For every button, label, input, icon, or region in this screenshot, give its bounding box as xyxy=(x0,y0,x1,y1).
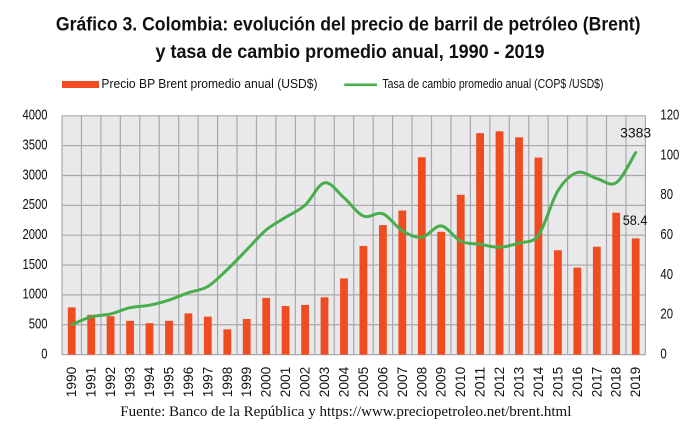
svg-text:2011: 2011 xyxy=(473,367,488,397)
svg-text:2001: 2001 xyxy=(278,367,293,397)
svg-text:58.4: 58.4 xyxy=(623,213,648,228)
svg-text:2016: 2016 xyxy=(570,367,585,397)
svg-text:1996: 1996 xyxy=(181,367,196,397)
svg-text:80: 80 xyxy=(660,186,673,203)
svg-text:500: 500 xyxy=(29,316,48,333)
svg-text:2004: 2004 xyxy=(337,366,352,397)
svg-text:2017: 2017 xyxy=(589,367,604,397)
svg-text:2500: 2500 xyxy=(23,196,48,213)
svg-text:2009: 2009 xyxy=(434,367,449,397)
svg-text:2019: 2019 xyxy=(628,367,643,397)
svg-text:3500: 3500 xyxy=(23,137,48,154)
svg-text:3000: 3000 xyxy=(23,166,48,183)
svg-text:2000: 2000 xyxy=(259,367,274,397)
svg-text:2014: 2014 xyxy=(531,366,546,397)
svg-text:3383: 3383 xyxy=(620,125,651,140)
svg-text:2012: 2012 xyxy=(492,367,507,397)
svg-text:1993: 1993 xyxy=(123,367,138,397)
svg-text:0: 0 xyxy=(41,345,47,362)
svg-text:Gráfico 3. Colombia: evolución: Gráfico 3. Colombia: evolución del preci… xyxy=(56,14,641,35)
svg-text:4000: 4000 xyxy=(23,107,48,124)
svg-text:1994: 1994 xyxy=(142,366,157,397)
svg-text:2013: 2013 xyxy=(512,367,527,397)
svg-text:1992: 1992 xyxy=(103,367,118,397)
svg-text:1997: 1997 xyxy=(200,367,215,397)
svg-text:2000: 2000 xyxy=(23,226,48,243)
svg-text:40: 40 xyxy=(660,266,673,283)
svg-text:60: 60 xyxy=(660,226,673,243)
svg-text:1991: 1991 xyxy=(84,367,99,397)
svg-text:1999: 1999 xyxy=(239,367,254,397)
svg-text:2003: 2003 xyxy=(317,367,332,397)
svg-text:1000: 1000 xyxy=(23,286,48,303)
svg-text:2005: 2005 xyxy=(356,367,371,397)
svg-text:2008: 2008 xyxy=(414,367,429,397)
svg-text:Precio BP Brent promedio anual: Precio BP Brent promedio anual (USD$) xyxy=(101,76,317,91)
svg-text:2015: 2015 xyxy=(550,367,565,397)
svg-text:1998: 1998 xyxy=(220,367,235,397)
svg-text:2002: 2002 xyxy=(298,367,313,397)
svg-text:1995: 1995 xyxy=(162,367,177,397)
svg-text:Fuente: Banco de la República: Fuente: Banco de la República y https://… xyxy=(120,404,571,420)
svg-text:100: 100 xyxy=(660,146,679,163)
svg-text:1500: 1500 xyxy=(23,256,48,273)
svg-text:Tasa de cambio promedio anual: Tasa de cambio promedio anual (COP$ /USD… xyxy=(382,76,603,91)
svg-text:2007: 2007 xyxy=(395,367,410,397)
svg-text:2006: 2006 xyxy=(375,367,390,397)
svg-text:2018: 2018 xyxy=(609,367,624,397)
svg-text:y tasa de cambio promedio anua: y tasa de cambio promedio anual, 1990 - … xyxy=(156,42,545,63)
svg-text:0: 0 xyxy=(660,345,666,362)
svg-text:20: 20 xyxy=(660,306,673,323)
svg-text:120: 120 xyxy=(660,107,679,124)
svg-text:2010: 2010 xyxy=(453,367,468,397)
svg-text:1990: 1990 xyxy=(64,367,79,397)
